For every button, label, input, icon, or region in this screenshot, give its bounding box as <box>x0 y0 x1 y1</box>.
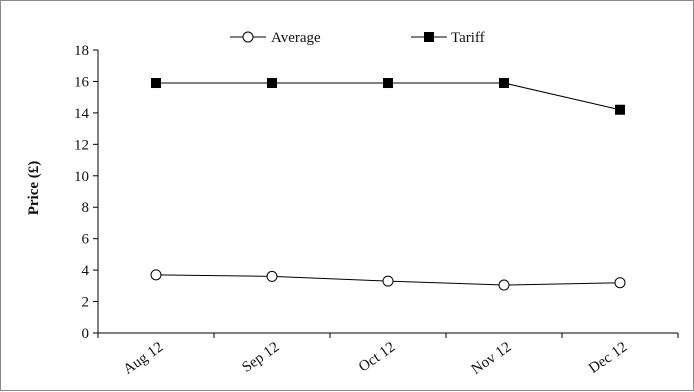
data-point-tariff <box>499 78 509 89</box>
legend-label-average: Average <box>271 30 321 46</box>
series-layer <box>150 78 626 291</box>
legend-entry-average: Average <box>230 30 321 46</box>
legend-label-tariff: Tariff <box>451 30 485 46</box>
x-tick-label: Aug 12 <box>121 339 167 378</box>
legend-entry-tariff: Tariff <box>411 30 485 46</box>
data-point-average <box>614 277 626 289</box>
x-tick-label: Oct 12 <box>356 339 398 375</box>
legend-marker-average <box>242 31 254 43</box>
legend-marker-tariff <box>424 32 434 42</box>
data-point-tariff <box>267 78 277 89</box>
data-point-tariff <box>615 104 625 115</box>
y-axis: 0 2 4 6 8 10 12 14 16 18 <box>74 43 99 342</box>
x-tick-label: Dec 12 <box>586 339 630 377</box>
x-tick-label: Nov 12 <box>469 339 515 378</box>
y-tick-label: 12 <box>74 137 89 153</box>
y-tick-label: 8 <box>82 200 90 216</box>
y-tick-label: 18 <box>74 43 89 59</box>
data-point-tariff <box>383 78 393 89</box>
series-tariff <box>151 78 625 115</box>
y-axis-title: Price (£) <box>26 161 42 216</box>
legend: Average Tariff <box>230 30 485 46</box>
data-point-average <box>266 270 278 282</box>
y-tick-label: 0 <box>82 326 90 342</box>
y-tick-label: 16 <box>74 74 90 90</box>
y-tick-label: 10 <box>74 169 89 185</box>
x-axis: Aug 12 Sep 12 Oct 12 Nov 12 Dec 12 <box>97 332 679 378</box>
y-tick-label: 4 <box>82 263 90 279</box>
x-tick-label: Sep 12 <box>239 339 282 376</box>
data-point-average <box>498 279 510 291</box>
data-point-average <box>150 269 162 281</box>
data-point-tariff <box>151 78 161 89</box>
y-tick-label: 2 <box>82 295 90 311</box>
data-point-average <box>382 275 394 287</box>
y-tick-label: 14 <box>74 106 90 122</box>
series-average <box>150 269 626 291</box>
y-tick-label: 6 <box>82 232 90 248</box>
